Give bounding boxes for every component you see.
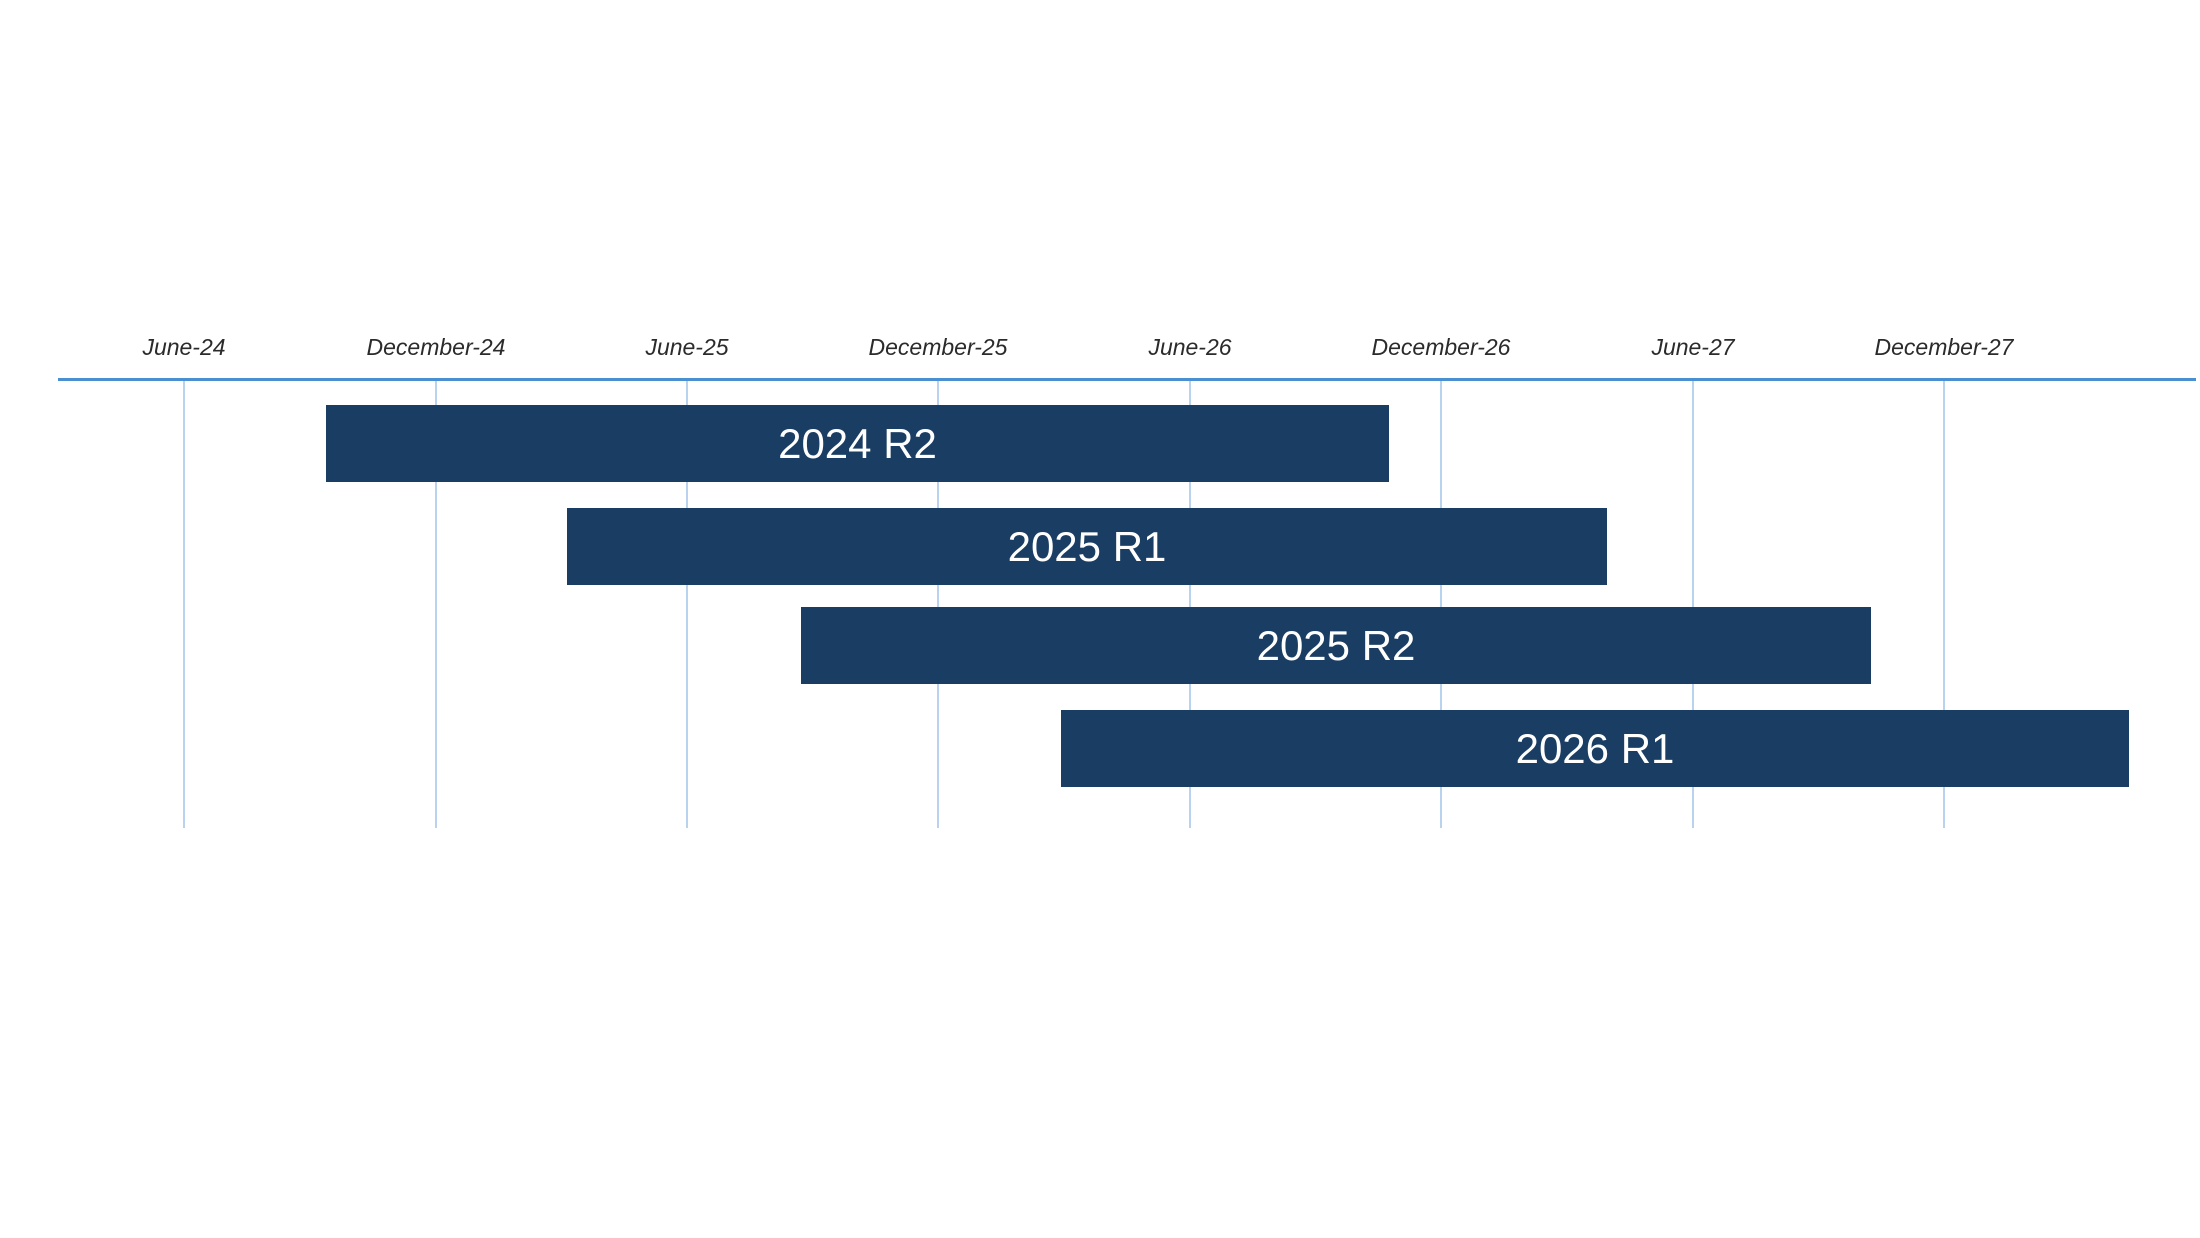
tick-label: June-26: [1148, 334, 1232, 360]
task-bar-2026-r1[interactable]: 2026 R1: [1061, 710, 2129, 787]
gridline-june-27: [1692, 381, 1694, 828]
tick-label: December-27: [1874, 334, 2014, 360]
gridline-june-25: [686, 381, 688, 828]
gridline-june-24: [183, 381, 185, 828]
tick-label: June-25: [645, 334, 729, 360]
tick-label: June-24: [142, 334, 226, 360]
gridline-december-25: [937, 381, 939, 828]
task-bar-label: 2025 R1: [1007, 522, 1167, 570]
task-bar-label: 2025 R2: [1256, 621, 1416, 669]
tick-label: December-26: [1371, 334, 1511, 360]
gridline-june-26: [1189, 381, 1191, 828]
task-bar-label: 2024 R2: [778, 419, 937, 467]
tick-label: December-24: [366, 334, 506, 360]
task-bar-label: 2026 R1: [1515, 724, 1675, 772]
gridline-december-27: [1943, 381, 1945, 828]
task-bar-2025-r2[interactable]: 2025 R2: [801, 607, 1871, 684]
tick-label: December-25: [868, 334, 1008, 360]
gridline-december-26: [1440, 381, 1442, 828]
gridline-december-24: [435, 381, 437, 828]
timeline-axis: [58, 378, 2196, 381]
tick-label: June-27: [1651, 334, 1735, 360]
task-bar-2025-r1[interactable]: 2025 R1: [567, 508, 1607, 585]
task-bar-2024-r2[interactable]: 2024 R2: [326, 405, 1389, 482]
